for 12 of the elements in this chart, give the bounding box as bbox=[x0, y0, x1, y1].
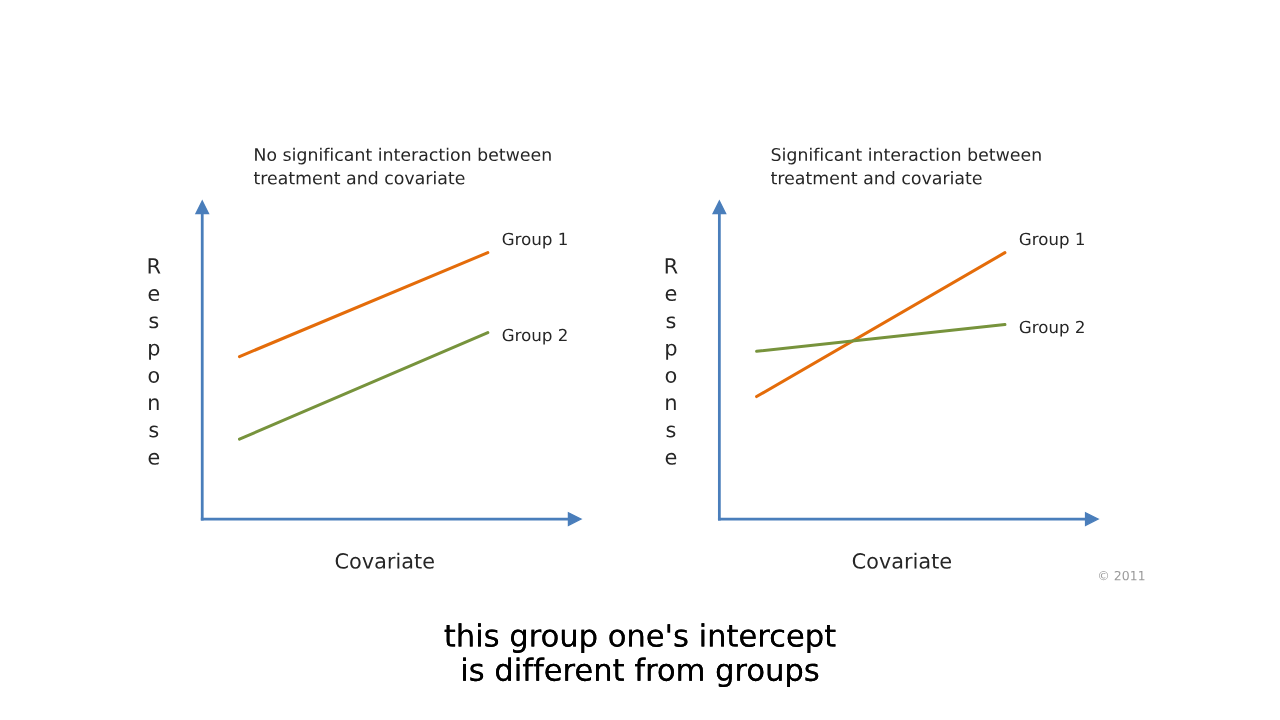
y-axis-title: Response bbox=[665, 258, 678, 465]
x-axis-title: Covariate bbox=[852, 552, 952, 569]
text: © 2011 bbox=[1099, 570, 1145, 581]
chart-title: Significant interaction between treatment and covariate bbox=[771, 147, 1041, 185]
series-label: Group 2 bbox=[1019, 320, 1084, 337]
x-axis-title: Covariate bbox=[335, 552, 434, 569]
series-label: Group 2 bbox=[502, 328, 567, 345]
text: this group one's intercept is different from groups bbox=[444, 623, 836, 688]
y-axis-title: Response bbox=[148, 258, 161, 465]
chart-title: No significant interaction between treatment and covariate bbox=[253, 147, 551, 185]
series-label: Group 1 bbox=[502, 232, 567, 249]
series-label: Group 1 bbox=[1019, 232, 1084, 249]
